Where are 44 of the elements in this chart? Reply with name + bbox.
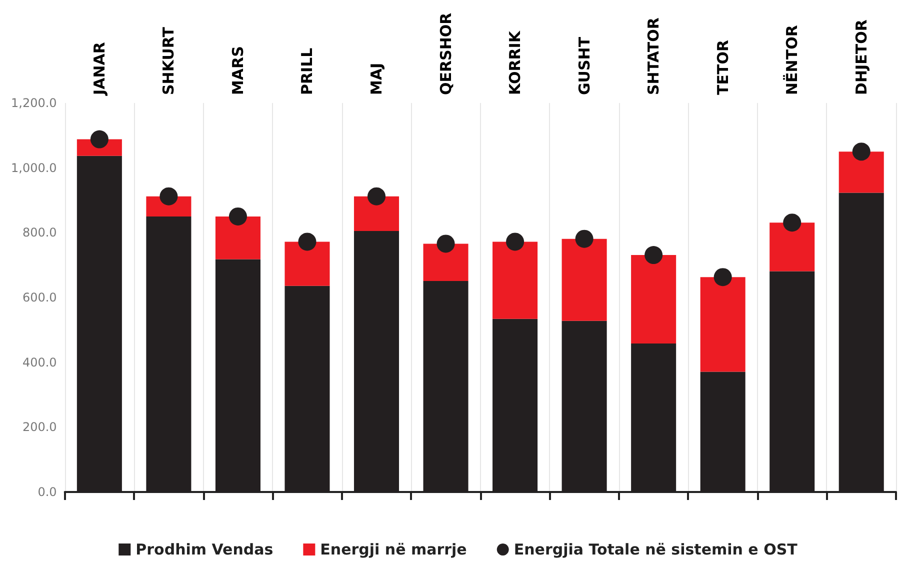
point: [783, 214, 802, 232]
y-tick-label: 1,000.0: [10, 160, 57, 175]
x-tick-label: KORRIK: [506, 30, 524, 95]
y-tick-label: 400.0: [22, 355, 57, 370]
bar: [215, 216, 260, 260]
legend-label: Prodhim Vendas: [136, 540, 274, 558]
point: [644, 246, 663, 264]
bar: [770, 222, 815, 272]
point: [575, 230, 594, 248]
point: [160, 187, 178, 206]
point: [714, 268, 732, 286]
x-tick-label: TETOR: [714, 40, 732, 95]
bar: [284, 242, 330, 286]
point: [228, 207, 247, 226]
bar: [838, 152, 884, 193]
x-tick-label: MARS: [228, 46, 247, 95]
x-tick-label: MAJ: [368, 62, 386, 95]
bar: [562, 238, 607, 321]
point: [852, 142, 870, 161]
bar: [700, 277, 746, 372]
point: [368, 187, 386, 206]
point: [90, 130, 108, 148]
x-tick-label: JANAR: [90, 42, 108, 96]
bar: [631, 255, 676, 344]
x-tick-label: GUSHT: [575, 36, 594, 95]
bar: [354, 196, 400, 232]
legend-label: Energjia Totale në sistemin e OST: [514, 540, 798, 558]
bar: [492, 242, 538, 319]
x-tick-label: QERSHOR: [436, 12, 455, 95]
legend-label: Energji në marrje: [320, 540, 467, 558]
y-tick-label: 200.0: [22, 420, 57, 434]
x-tick-label: DHJETOR: [852, 19, 870, 95]
bar: [423, 244, 468, 281]
y-tick-label: 0.0: [38, 485, 57, 499]
y-tick-label: 1,200.0: [10, 96, 57, 110]
x-tick-label: PRILL: [298, 47, 316, 95]
x-tick-label: SHKURT: [160, 26, 178, 95]
y-tick-label: 800.0: [22, 226, 57, 240]
y-tick-label: 600.0: [22, 290, 57, 304]
x-tick-label: SHTATOR: [644, 17, 663, 95]
x-tick-label: NËNTOR: [783, 24, 802, 95]
point: [506, 232, 524, 251]
point: [436, 234, 455, 253]
point: [298, 232, 316, 251]
